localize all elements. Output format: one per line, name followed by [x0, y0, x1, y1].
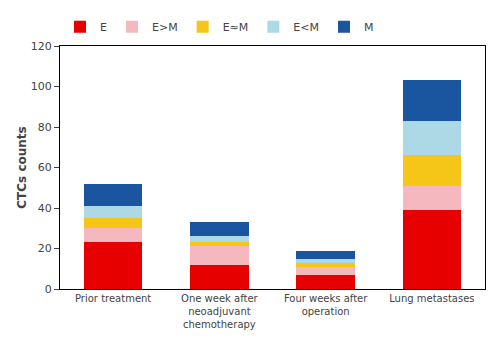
- svg-text:Lung metastases: Lung metastases: [389, 293, 474, 304]
- svg-text:40: 40: [38, 202, 52, 215]
- svg-text:CTCs counts: CTCs counts: [15, 126, 29, 208]
- svg-text:E<M: E<M: [293, 21, 319, 34]
- svg-text:Four weeks afteroperation: Four weeks afteroperation: [284, 293, 368, 317]
- svg-text:Prior treatment: Prior treatment: [75, 293, 151, 304]
- svg-text:100: 100: [31, 80, 52, 93]
- svg-text:E: E: [100, 21, 107, 34]
- svg-text:E>M: E>M: [152, 21, 178, 34]
- svg-text:0: 0: [45, 283, 52, 296]
- svg-text:80: 80: [38, 121, 52, 134]
- svg-text:60: 60: [38, 161, 52, 174]
- svg-text:E≈M: E≈M: [223, 21, 249, 34]
- svg-text:20: 20: [38, 242, 52, 255]
- svg-text:M: M: [364, 21, 374, 34]
- svg-text:120: 120: [31, 40, 52, 53]
- svg-text:One week afterneoadjuvantchemo: One week afterneoadjuvantchemotherapy: [181, 293, 259, 330]
